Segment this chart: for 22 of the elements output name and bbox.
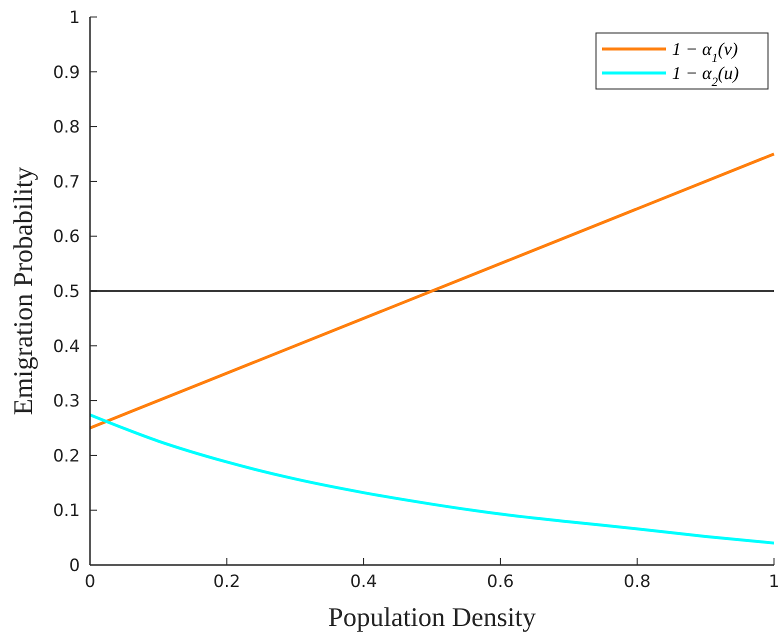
y-axis-title: Emigration Probability xyxy=(8,166,38,416)
y-tick-label: 0 xyxy=(69,556,80,576)
y-tick-label: 1 xyxy=(69,8,80,28)
x-tick-label: 0.2 xyxy=(213,572,240,592)
y-tick-label: 0.1 xyxy=(52,501,80,522)
x-tick-label: 0.8 xyxy=(624,572,651,592)
x-tick-label: 0.4 xyxy=(350,572,378,592)
x-tick-label: 1 xyxy=(768,572,780,592)
y-tick-label: 0.2 xyxy=(52,446,80,466)
y-tick-label: 0.8 xyxy=(52,118,80,138)
legend-label: 1 − α$_{1}$(v) xyxy=(672,39,738,65)
y-tick-label: 0.5 xyxy=(52,282,80,302)
line-series xyxy=(88,413,776,545)
x-tick-label: 0.6 xyxy=(486,572,514,592)
y-tick-label: 0.6 xyxy=(52,227,80,248)
y-tick-label: 0.3 xyxy=(52,392,80,412)
y-tick-label: 0.4 xyxy=(52,336,80,357)
y-tick-label: 0.7 xyxy=(52,172,80,192)
x-tick-label: 0 xyxy=(84,572,96,592)
legend-label: 1 − α$_{2}$(u) xyxy=(672,63,739,89)
x-axis-title: Population Density xyxy=(328,602,536,632)
y-tick-label: 0.9 xyxy=(52,62,80,83)
